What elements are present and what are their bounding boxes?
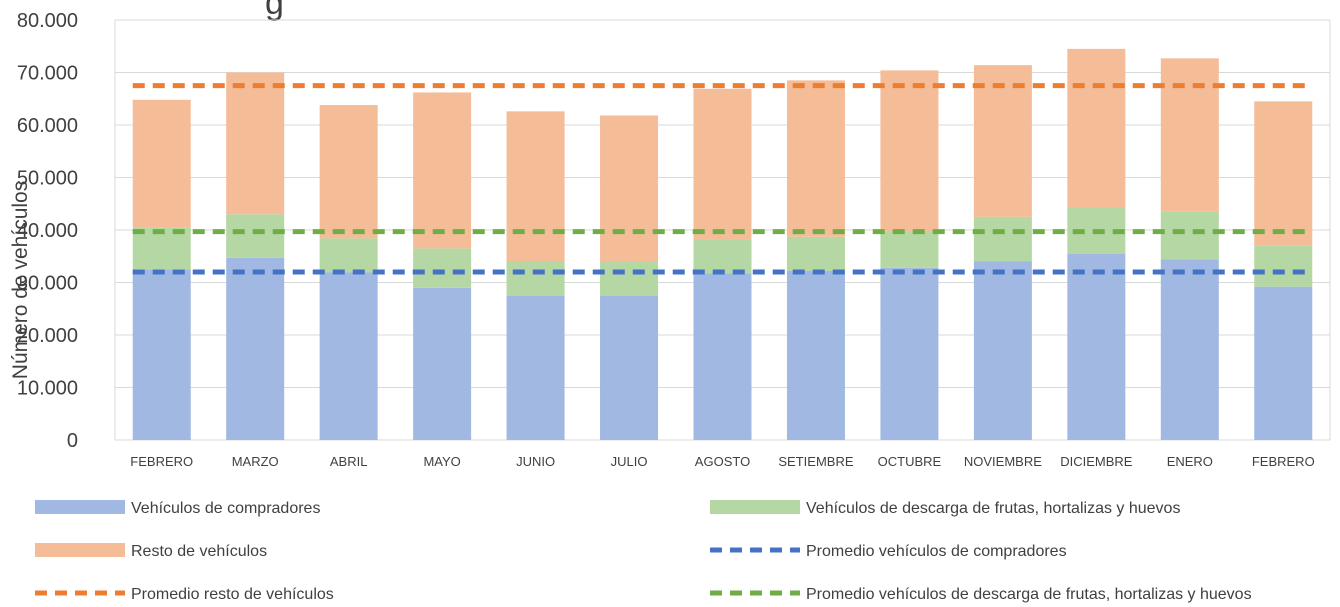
x-tick-label: MARZO xyxy=(232,454,279,469)
x-tick-label: SETIEMBRE xyxy=(778,454,853,469)
x-axis-ticks: FEBRERO MARZO ABRIL MAYO JUNIO JULIO AGOSTO SET… xyxy=(130,454,1314,469)
legend-label: Vehículos de compradores xyxy=(131,500,320,517)
bar-segment-2 xyxy=(600,262,659,296)
bar-segment-3 xyxy=(973,65,1032,217)
y-tick-label: 50.000 xyxy=(17,168,78,190)
y-tick-label: 20.000 xyxy=(17,325,78,347)
bar-segment-3 xyxy=(1067,48,1126,208)
y-axis-ticks: 0 10.000 20.000 30.000 40.000 50.000 60.000 70.… xyxy=(17,10,78,452)
x-tick-label: ABRIL xyxy=(330,454,368,469)
bar-segment-3 xyxy=(132,99,191,228)
x-tick-label: NOVIEMBRE xyxy=(964,454,1042,469)
bar-segment-3 xyxy=(413,92,472,249)
bar-segment-2 xyxy=(880,231,939,268)
bar-segment-1 xyxy=(1160,259,1219,440)
bar-segment-2 xyxy=(132,227,191,270)
bar-segment-1 xyxy=(132,269,191,440)
x-tick-label: JUNIO xyxy=(516,454,555,469)
bar-segment-3 xyxy=(693,88,752,240)
bar-segment-2 xyxy=(786,236,845,271)
bar-segment-3 xyxy=(1254,101,1313,246)
bar-segment-2 xyxy=(1254,245,1313,287)
y-tick-label: 60.000 xyxy=(17,115,78,137)
bar-segment-1 xyxy=(226,257,285,440)
y-tick-label: 10.000 xyxy=(17,378,78,400)
average-lines xyxy=(132,83,1313,275)
bar-segment-1 xyxy=(973,261,1032,440)
bar-segment-3 xyxy=(786,80,845,237)
bar-segment-1 xyxy=(880,267,939,440)
legend-label: Vehículos de descarga de frutas, hortali… xyxy=(806,500,1180,517)
x-tick-label: OCTUBRE xyxy=(878,454,942,469)
bar-segment-3 xyxy=(1160,58,1219,212)
legend: Vehículos de compradores Vehículos de des… xyxy=(35,500,1252,603)
bar-segment-3 xyxy=(600,115,659,263)
y-tick-label: 80.000 xyxy=(17,10,78,32)
y-tick-label: 30.000 xyxy=(17,273,78,295)
bars xyxy=(132,48,1313,440)
y-tick-label: 70.000 xyxy=(17,63,78,85)
legend-label: Promedio vehículos de descarga de frutas… xyxy=(806,586,1252,603)
bar-segment-1 xyxy=(1067,253,1126,440)
bar-segment-1 xyxy=(1254,286,1313,440)
x-tick-label: DICIEMBRE xyxy=(1060,454,1133,469)
bar-segment-2 xyxy=(319,238,378,273)
bar-segment-1 xyxy=(786,270,845,440)
bar-segment-3 xyxy=(319,105,378,239)
legend-label: Promedio resto de vehículos xyxy=(131,586,334,603)
legend-swatch xyxy=(710,500,800,514)
x-tick-label: JULIO xyxy=(611,454,648,469)
x-tick-label: AGOSTO xyxy=(695,454,750,469)
legend-swatch xyxy=(35,543,125,557)
legend-swatch xyxy=(35,500,125,514)
x-tick-label: MAYO xyxy=(423,454,460,469)
bar-segment-1 xyxy=(506,295,565,440)
y-tick-label: 0 xyxy=(67,430,78,452)
bar-segment-2 xyxy=(693,239,752,274)
bar-segment-1 xyxy=(319,272,378,440)
legend-label: Promedio vehículos de compradores xyxy=(806,543,1067,560)
bar-segment-2 xyxy=(226,214,285,258)
y-tick-label: 40.000 xyxy=(17,220,78,242)
bar-segment-3 xyxy=(880,70,939,232)
x-tick-label: FEBRERO xyxy=(1252,454,1315,469)
x-tick-label: ENERO xyxy=(1167,454,1213,469)
bar-segment-2 xyxy=(413,248,472,288)
bar-segment-2 xyxy=(973,216,1032,262)
y-axis-label: Número de vehículos xyxy=(9,181,32,379)
x-tick-label: FEBRERO xyxy=(130,454,193,469)
bar-segment-2 xyxy=(1160,211,1219,260)
chart-title-fragment: g xyxy=(265,0,284,22)
bar-segment-1 xyxy=(413,287,472,440)
bar-segment-3 xyxy=(506,111,565,262)
bar-segment-1 xyxy=(693,273,752,440)
bar-segment-1 xyxy=(600,295,659,440)
bar-segment-2 xyxy=(506,261,565,296)
bar-segment-3 xyxy=(226,72,285,215)
legend-label: Resto de vehículos xyxy=(131,543,267,560)
